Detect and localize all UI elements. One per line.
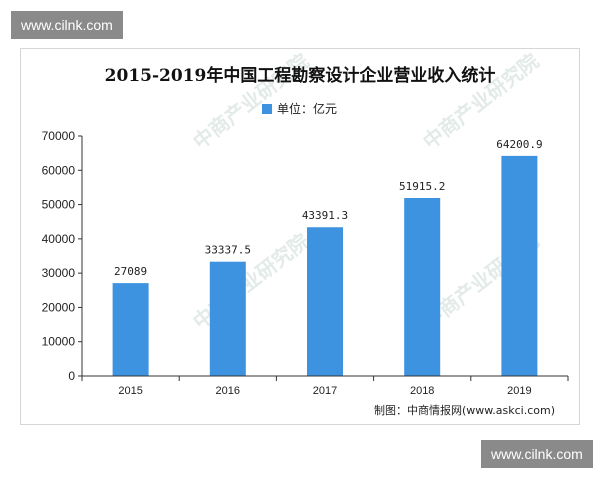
bar [307,227,343,376]
watermark-badge-top: www.cilnk.com [11,11,123,39]
bar [404,198,441,376]
bar [209,261,246,376]
watermark-badge-bottom: www.cilnk.com [481,440,593,468]
legend-swatch [262,104,272,114]
data-label: 43391.3 [302,209,348,222]
y-tick-label: 0 [68,369,75,383]
chart-title: 2015-2019年中国工程勘察设计企业营业收入统计 [105,65,496,86]
x-tick-label: 2019 [507,385,531,397]
y-tick-label: 10000 [42,335,76,349]
x-axis: 2015 2016 2017 2018 2019 [81,375,569,397]
data-label: 64200.9 [496,138,542,151]
y-tick-label: 30000 [42,266,76,280]
x-tick-label: 2016 [216,385,240,397]
legend: 单位：亿元 [262,101,337,116]
y-tick-label: 70000 [42,129,76,143]
y-tick-label: 50000 [42,198,76,212]
y-tick-label: 20000 [42,300,76,314]
source-note: 制图：中商情报网(www.askci.com) [374,403,555,417]
x-tick-label: 2018 [410,385,434,397]
bar [112,283,149,376]
data-label: 27089 [114,265,147,278]
data-label: 51915.2 [399,180,445,193]
data-label: 33337.5 [205,244,251,257]
bar [501,155,538,376]
bars: 27089 33337.5 43391.3 51915.2 64200.9 [112,138,543,376]
y-tick-label: 40000 [42,232,76,246]
y-axis: 0 10000 20000 30000 40000 50000 60000 70000 [42,129,83,383]
y-tick-label: 60000 [42,163,76,177]
x-tick-label: 2015 [118,385,142,397]
x-tick-label: 2017 [313,385,337,397]
legend-label: 单位：亿元 [277,101,337,116]
